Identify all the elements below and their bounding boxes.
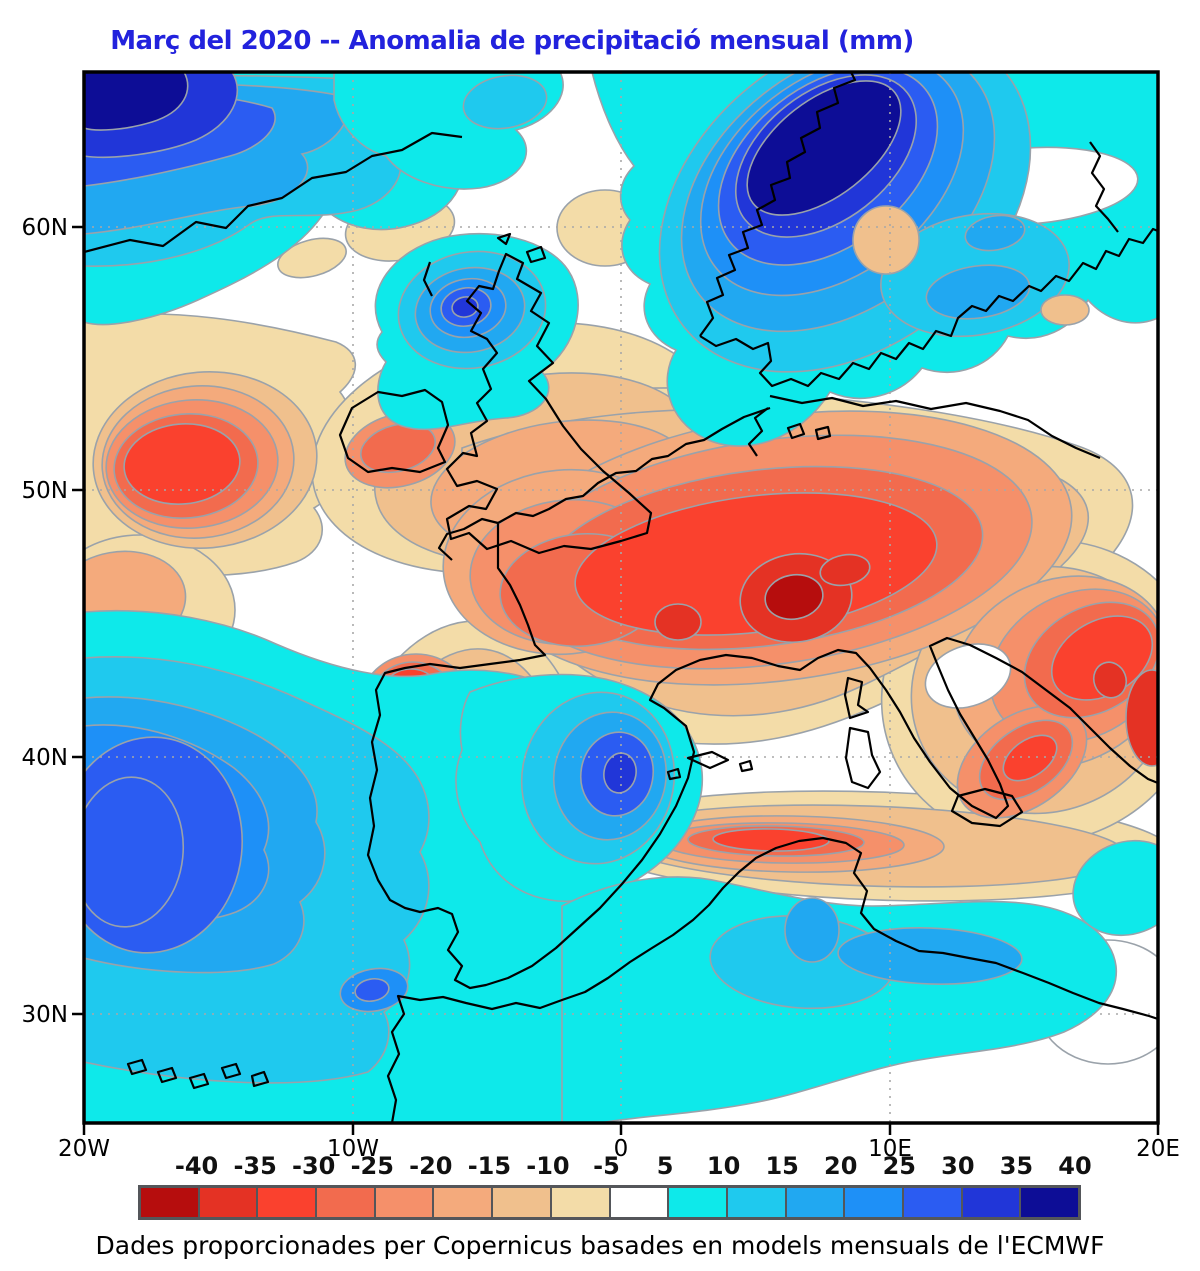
colorbar-cell-8 bbox=[610, 1188, 670, 1217]
coast-ireland bbox=[338, 388, 450, 474]
colorbar-label: -20 bbox=[409, 1152, 453, 1180]
pos-blue-med-north bbox=[784, 897, 840, 963]
colorbar-cell-14 bbox=[962, 1188, 1022, 1217]
lon-label: 20E bbox=[1136, 1136, 1180, 1162]
colorbar bbox=[138, 1185, 1081, 1220]
coast-bothnia-east bbox=[1089, 141, 1119, 233]
neg-tan-island-finland bbox=[1040, 294, 1090, 326]
coast-norway-west bbox=[699, 72, 857, 337]
colorbar-label: -35 bbox=[233, 1152, 277, 1180]
neg-deepred-france-dot bbox=[654, 603, 702, 641]
lon-label: 0 bbox=[614, 1136, 629, 1162]
pos-navy-iceland bbox=[84, 72, 189, 131]
colorbar-label: 10 bbox=[706, 1152, 741, 1180]
coast-europe-main bbox=[366, 406, 1158, 990]
colorbar-label: -25 bbox=[350, 1152, 394, 1180]
lat-label: 50N bbox=[22, 478, 68, 504]
colorbar-cell-4 bbox=[375, 1188, 435, 1217]
coast-balearics bbox=[666, 750, 754, 781]
pos-blue-baltic-n bbox=[964, 214, 1026, 252]
neg-deepred-right-edge bbox=[1125, 669, 1158, 767]
colorbar-cell-1 bbox=[199, 1188, 259, 1217]
coast-sardinia bbox=[844, 726, 882, 790]
colorbar-cell-11 bbox=[786, 1188, 846, 1217]
colorbar-cell-6 bbox=[493, 1188, 552, 1217]
colorbar-cell-15 bbox=[1021, 1188, 1078, 1217]
coast-baltic-south bbox=[769, 394, 1101, 460]
colorbar-cell-9 bbox=[669, 1188, 728, 1217]
colorbar-label: -10 bbox=[526, 1152, 570, 1180]
neg-deepred-adriatic-dot bbox=[1092, 661, 1128, 699]
axis-ticks bbox=[72, 225, 1160, 1135]
coast-hebrides bbox=[422, 261, 433, 297]
colorbar-cell-5 bbox=[434, 1188, 494, 1217]
lon-label: 10E bbox=[868, 1136, 912, 1162]
coast-iceland bbox=[84, 131, 463, 254]
colorbar-cell-2 bbox=[258, 1188, 318, 1217]
coast-denmark bbox=[747, 407, 832, 457]
neg-red-s-italy bbox=[1002, 734, 1058, 782]
pos-blue-baltic bbox=[925, 264, 1031, 320]
pos-navy-scotland bbox=[451, 296, 479, 318]
lat-label: 30N bbox=[22, 1002, 68, 1028]
lat-label: 40N bbox=[22, 745, 68, 771]
colorbar-label: 25 bbox=[882, 1152, 917, 1180]
coast-africa bbox=[386, 836, 1158, 1123]
colorbar-cell-7 bbox=[551, 1188, 611, 1217]
coastline-layer bbox=[84, 72, 1158, 1123]
colorbar-label: -40 bbox=[174, 1152, 219, 1180]
lon-label: 10W bbox=[327, 1136, 379, 1162]
colorbar-label: 5 bbox=[656, 1152, 674, 1180]
source-caption: Dades proporcionades per Copernicus basa… bbox=[95, 1231, 1105, 1260]
neg-darkest-alps-core bbox=[764, 573, 824, 621]
lat-label: 60N bbox=[22, 215, 68, 241]
colorbar-cell-13 bbox=[903, 1188, 963, 1217]
pos-cyan-ionian bbox=[1072, 839, 1158, 937]
colorbar-label: -5 bbox=[593, 1152, 620, 1180]
colorbar-label: 30 bbox=[941, 1152, 975, 1180]
neg-tan-island-norway bbox=[852, 205, 920, 275]
contour-fill-layer bbox=[84, 72, 1158, 1123]
pos-deeper-atlantic bbox=[84, 776, 185, 928]
colorbar-label: -30 bbox=[292, 1152, 336, 1180]
neg-cream-nw-patch-2 bbox=[277, 237, 347, 279]
pos-navy-east-spain bbox=[603, 752, 637, 794]
coast-corsica bbox=[843, 676, 870, 720]
coast-orkney bbox=[496, 232, 547, 264]
neg-red-left-core bbox=[123, 423, 241, 505]
pos-blue-med-east bbox=[837, 927, 1023, 985]
pos-sky-top-center bbox=[462, 74, 548, 130]
white-gap-italy bbox=[924, 643, 1012, 709]
coast-sweden-bothnia bbox=[699, 227, 1158, 388]
coast-canaries bbox=[126, 1058, 270, 1090]
colorbar-cell-3 bbox=[317, 1188, 376, 1217]
lon-label: 20W bbox=[58, 1136, 110, 1162]
colorbar-label: 35 bbox=[999, 1152, 1034, 1180]
axis-labels: 60N 50N 40N 30N 20W 10W 0 10E 20E bbox=[22, 215, 1180, 1162]
coast-sicily bbox=[950, 787, 1024, 828]
colorbar-label: 40 bbox=[1058, 1152, 1092, 1180]
colorbar-cell-10 bbox=[727, 1188, 787, 1217]
coast-channel-england bbox=[437, 517, 499, 561]
neg-deepred-east-dot bbox=[819, 553, 871, 587]
colorbar-label: -15 bbox=[467, 1152, 512, 1180]
colorbar-cell-0 bbox=[141, 1188, 200, 1217]
colorbar-label: 20 bbox=[824, 1152, 858, 1180]
pos-deep-gibraltar bbox=[354, 977, 390, 1003]
pos-navy-norway bbox=[746, 80, 902, 216]
coast-great-britain bbox=[445, 252, 653, 555]
graticule-layer bbox=[84, 72, 1158, 1123]
colorbar-label: 15 bbox=[765, 1152, 799, 1180]
page-title: Març del 2020 -- Anomalia de precipitaci… bbox=[110, 26, 914, 56]
colorbar-cell-12 bbox=[845, 1188, 904, 1217]
colorbar-tick-labels: -40 -35 -30 -25 -20 -15 -10 -5 5 10 15 20 25 30 35 40 bbox=[138, 1152, 1092, 1180]
